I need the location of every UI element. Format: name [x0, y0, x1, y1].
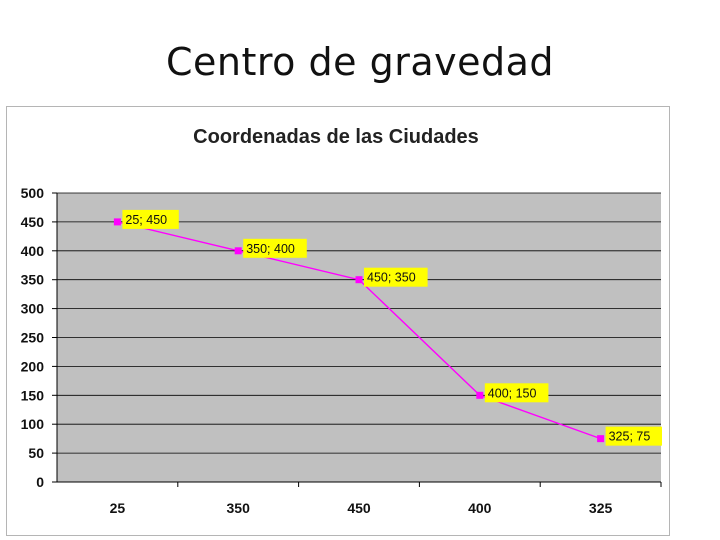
y-tick-label: 300	[21, 301, 45, 317]
data-label-text: 400; 150	[488, 386, 537, 400]
data-label-text: 325; 75	[609, 430, 651, 444]
y-tick-label: 450	[21, 214, 45, 230]
data-point-marker	[355, 276, 363, 284]
data-label-text: 350; 400	[246, 242, 295, 256]
y-tick-label: 250	[21, 330, 45, 346]
chart-title: Coordenadas de las Ciudades	[193, 126, 479, 148]
line-chart: Coordenadas de las Ciudades 0 50 100 150 200…	[21, 126, 662, 516]
y-tick-label: 500	[21, 185, 45, 201]
data-label: 25; 450	[122, 209, 179, 229]
data-label: 325; 75	[605, 426, 662, 446]
x-tick-label: 450	[347, 500, 371, 516]
data-label-box	[364, 267, 428, 287]
data-point-marker	[476, 391, 484, 399]
data-point-marker	[234, 247, 242, 255]
x-tick-label: 350	[227, 500, 251, 516]
data-label-box	[122, 209, 179, 229]
data-label-box	[243, 238, 307, 258]
x-tick-label: 325	[589, 500, 613, 516]
y-tick-label: 350	[21, 272, 45, 288]
data-label-box	[484, 383, 549, 403]
y-tick-label: 100	[21, 416, 45, 432]
x-tick-label: 400	[468, 500, 492, 516]
data-label: 400; 150	[484, 383, 549, 403]
data-label-box	[605, 426, 662, 446]
x-tick-label: 25	[110, 500, 126, 516]
data-point-marker	[597, 435, 605, 443]
data-label: 350; 400	[243, 238, 307, 258]
y-tick-label: 0	[36, 474, 44, 490]
slide-title: Centro de gravedad	[165, 40, 555, 84]
y-tick-label: 200	[21, 358, 45, 374]
data-label: 450; 350	[364, 267, 428, 287]
data-label-text: 25; 450	[125, 213, 167, 227]
data-point-marker	[113, 218, 121, 226]
y-tick-label: 150	[21, 387, 45, 403]
y-tick-label: 50	[28, 445, 44, 461]
data-label-text: 450; 350	[367, 271, 416, 285]
y-tick-label: 400	[21, 243, 45, 259]
